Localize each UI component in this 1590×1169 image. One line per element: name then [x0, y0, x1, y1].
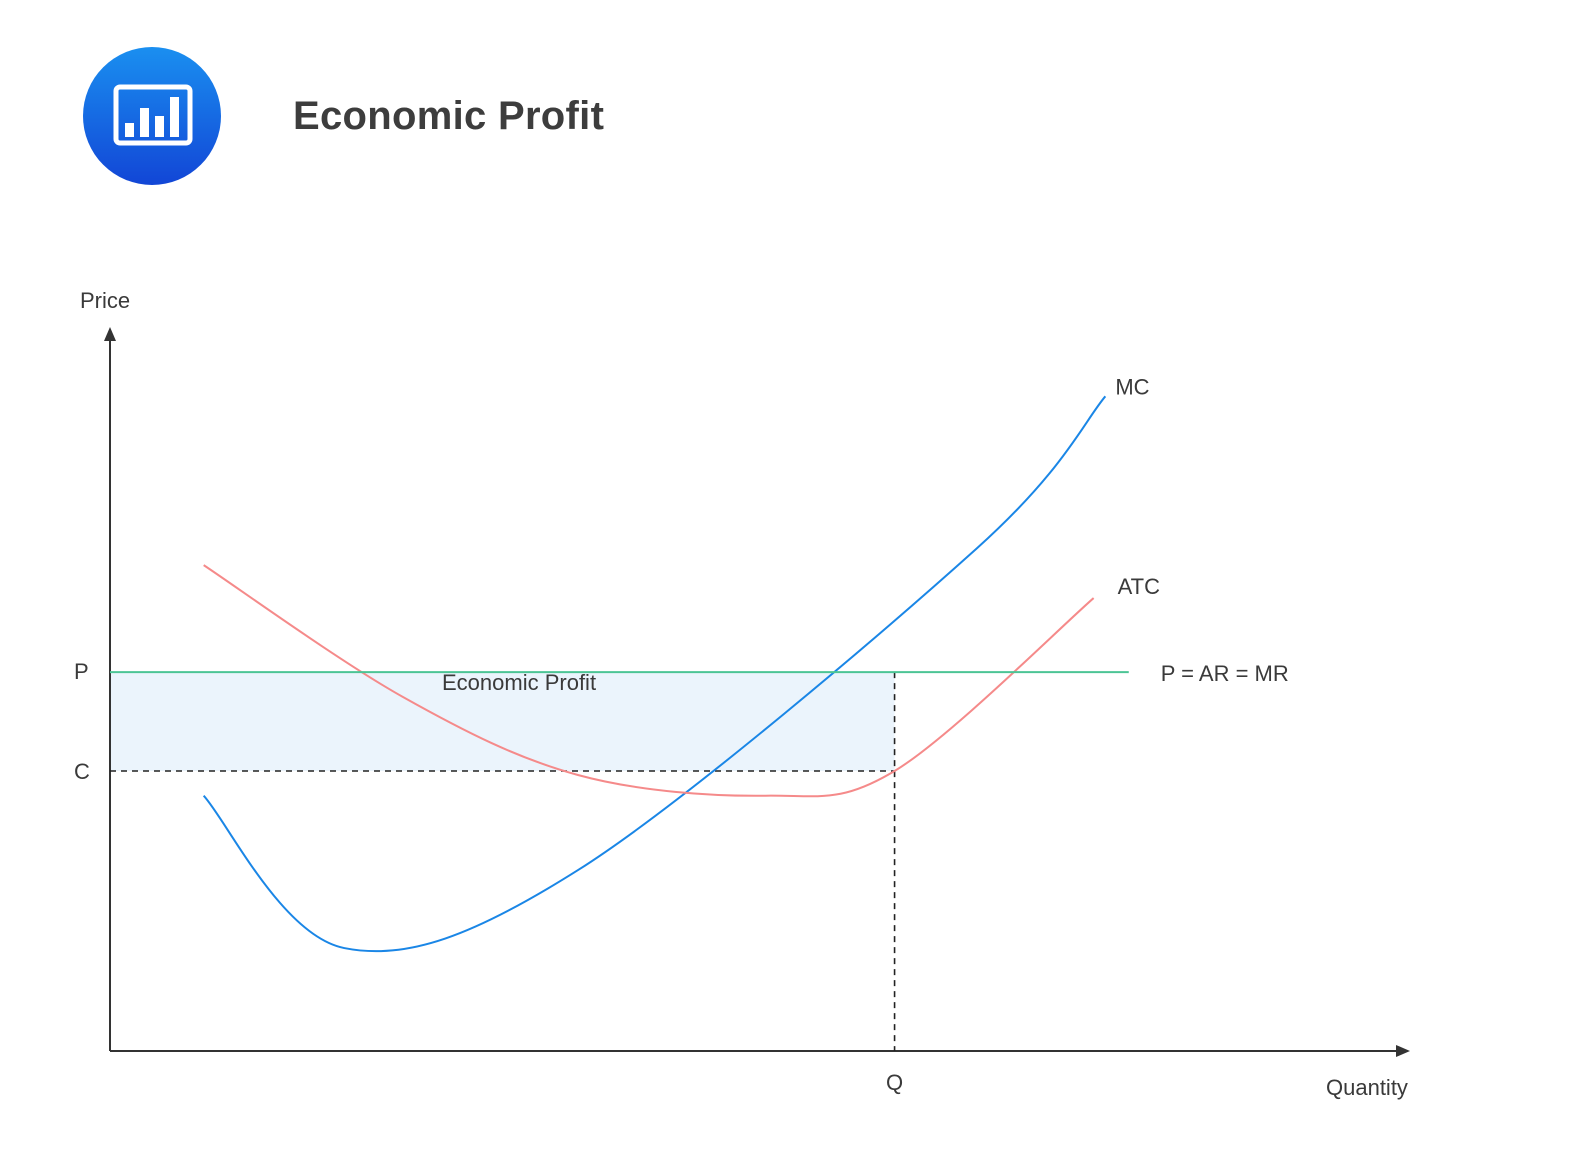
- series-label-mc: MC: [1115, 374, 1149, 399]
- y-axis-arrow: [104, 327, 116, 341]
- x-axis-arrow: [1396, 1045, 1410, 1057]
- y-tick-label-c: C: [74, 759, 90, 784]
- economic-profit-region: [110, 672, 895, 771]
- x-axis-label: Quantity: [1326, 1075, 1408, 1100]
- bar-chart-icon: [113, 84, 193, 146]
- logo: [83, 47, 221, 185]
- curve-mc: [202, 395, 1107, 953]
- series-label-atc: ATC: [1118, 574, 1160, 599]
- x-tick-label-q: Q: [886, 1070, 903, 1095]
- economic-profit-label: Economic Profit: [442, 670, 596, 695]
- series-label-price-line: P = AR = MR: [1161, 661, 1289, 686]
- y-tick-label-p: P: [74, 659, 89, 684]
- y-axis-label: Price: [80, 288, 130, 313]
- page-title: Economic Profit: [293, 94, 605, 138]
